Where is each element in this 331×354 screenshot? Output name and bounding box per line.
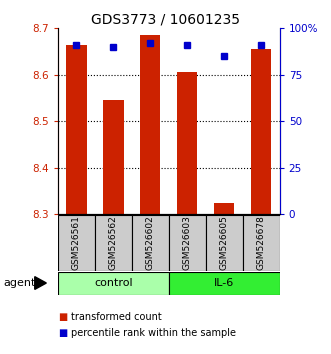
- Bar: [206, 215, 243, 271]
- Bar: [95, 215, 132, 271]
- Text: GSM526562: GSM526562: [109, 216, 118, 270]
- Text: GDS3773 / 10601235: GDS3773 / 10601235: [91, 12, 240, 27]
- Bar: [214, 202, 234, 214]
- Bar: [103, 100, 123, 214]
- Bar: [58, 215, 95, 271]
- Text: control: control: [94, 278, 133, 288]
- Bar: [58, 272, 169, 295]
- Text: IL-6: IL-6: [214, 278, 234, 288]
- Bar: [243, 215, 280, 271]
- Text: GSM526602: GSM526602: [146, 216, 155, 270]
- Bar: [169, 215, 206, 271]
- Bar: [140, 35, 161, 214]
- Text: GSM526561: GSM526561: [72, 215, 81, 270]
- Bar: [66, 45, 87, 214]
- Text: GSM526605: GSM526605: [220, 215, 229, 270]
- Bar: [132, 215, 169, 271]
- Text: transformed count: transformed count: [71, 312, 162, 322]
- Text: ■: ■: [58, 312, 67, 322]
- Bar: [177, 73, 198, 214]
- Text: agent: agent: [3, 278, 36, 288]
- Text: GSM526678: GSM526678: [257, 215, 266, 270]
- Polygon shape: [35, 277, 46, 290]
- Text: ■: ■: [58, 328, 67, 338]
- Bar: [251, 49, 271, 214]
- Bar: [169, 272, 280, 295]
- Text: GSM526603: GSM526603: [183, 215, 192, 270]
- Text: percentile rank within the sample: percentile rank within the sample: [71, 328, 236, 338]
